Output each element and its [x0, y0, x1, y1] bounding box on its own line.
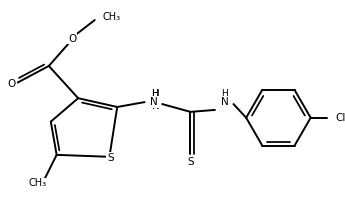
- Text: O: O: [68, 34, 76, 44]
- Text: H: H: [221, 89, 228, 98]
- Text: CH₃: CH₃: [28, 178, 46, 188]
- Text: H: H: [151, 89, 158, 98]
- Text: O: O: [8, 79, 16, 89]
- Text: S: S: [107, 153, 114, 163]
- Text: CH₃: CH₃: [102, 12, 121, 22]
- Text: H
N: H N: [152, 89, 160, 111]
- Text: N: N: [150, 97, 158, 107]
- Text: Cl: Cl: [335, 113, 345, 123]
- Text: N: N: [221, 97, 228, 107]
- Text: S: S: [187, 157, 194, 167]
